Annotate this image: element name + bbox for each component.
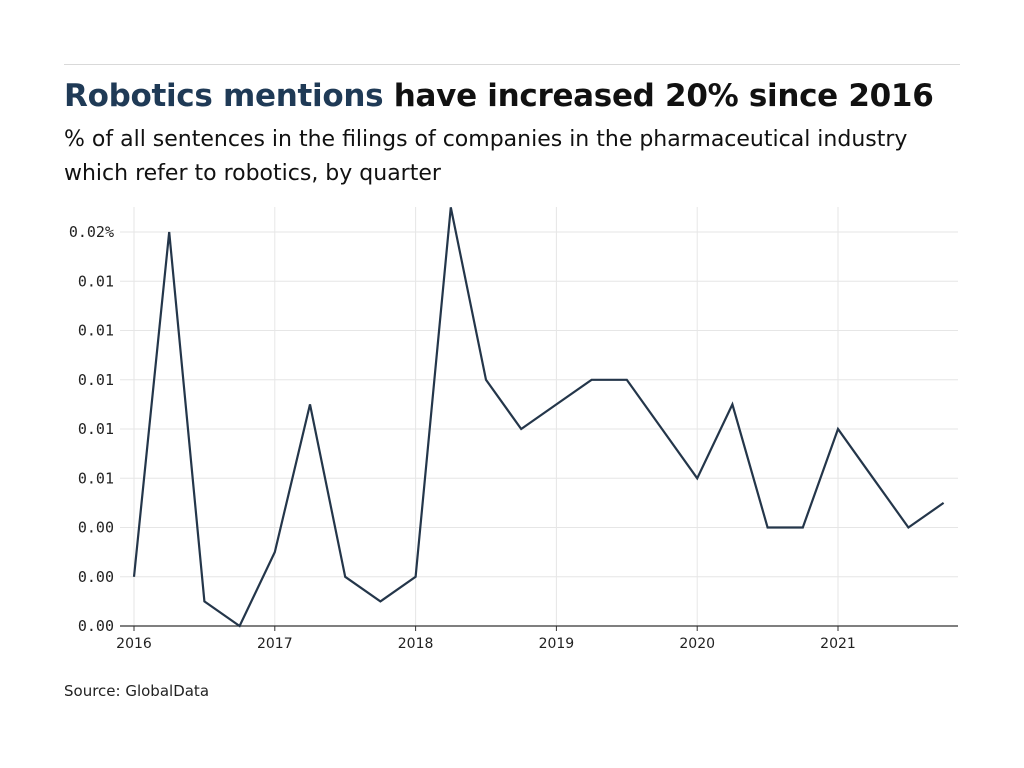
x-tick-labels: 2016 2017 2018 2019 2020 2021 [116, 636, 856, 652]
axes [120, 625, 958, 631]
y-tick-label: 0.01 [78, 322, 114, 340]
y-tick-label: 0.00 [78, 568, 114, 586]
y-tick-label: 0.01 [78, 272, 114, 290]
chart-title: Robotics mentions have increased 20% sin… [64, 78, 934, 114]
x-tick-label: 2019 [539, 636, 575, 652]
x-tick-label: 2018 [398, 636, 434, 652]
y-tick-label: 0.01 [78, 469, 114, 487]
x-tick-label: 2016 [116, 636, 152, 652]
chart-title-accent: Robotics mentions [64, 78, 384, 114]
y-tick-label: 0.02% [69, 223, 114, 241]
y-tick-labels: 0.00 0.00 0.00 0.01 0.01 0.01 0.01 0.01 0.02% [69, 223, 114, 635]
series-group [132, 207, 945, 628]
chart-title-rest: have increased 20% since 2016 [383, 78, 934, 114]
x-gridlines [133, 207, 839, 626]
x-tick-label: 2020 [679, 636, 715, 652]
y-tick-label: 0.00 [78, 519, 114, 537]
y-tick-label: 0.01 [78, 371, 114, 389]
series-line [132, 207, 945, 628]
x-tick-label: 2017 [257, 636, 293, 652]
y-gridlines [120, 231, 958, 578]
top-divider [64, 64, 960, 65]
y-tick-label: 0.00 [78, 617, 114, 635]
x-tick-label: 2021 [820, 636, 856, 652]
chart-subtitle: % of all sentences in the filings of com… [64, 127, 908, 186]
source-note: Source: GlobalData [64, 682, 210, 700]
y-tick-label: 0.01 [78, 420, 114, 438]
